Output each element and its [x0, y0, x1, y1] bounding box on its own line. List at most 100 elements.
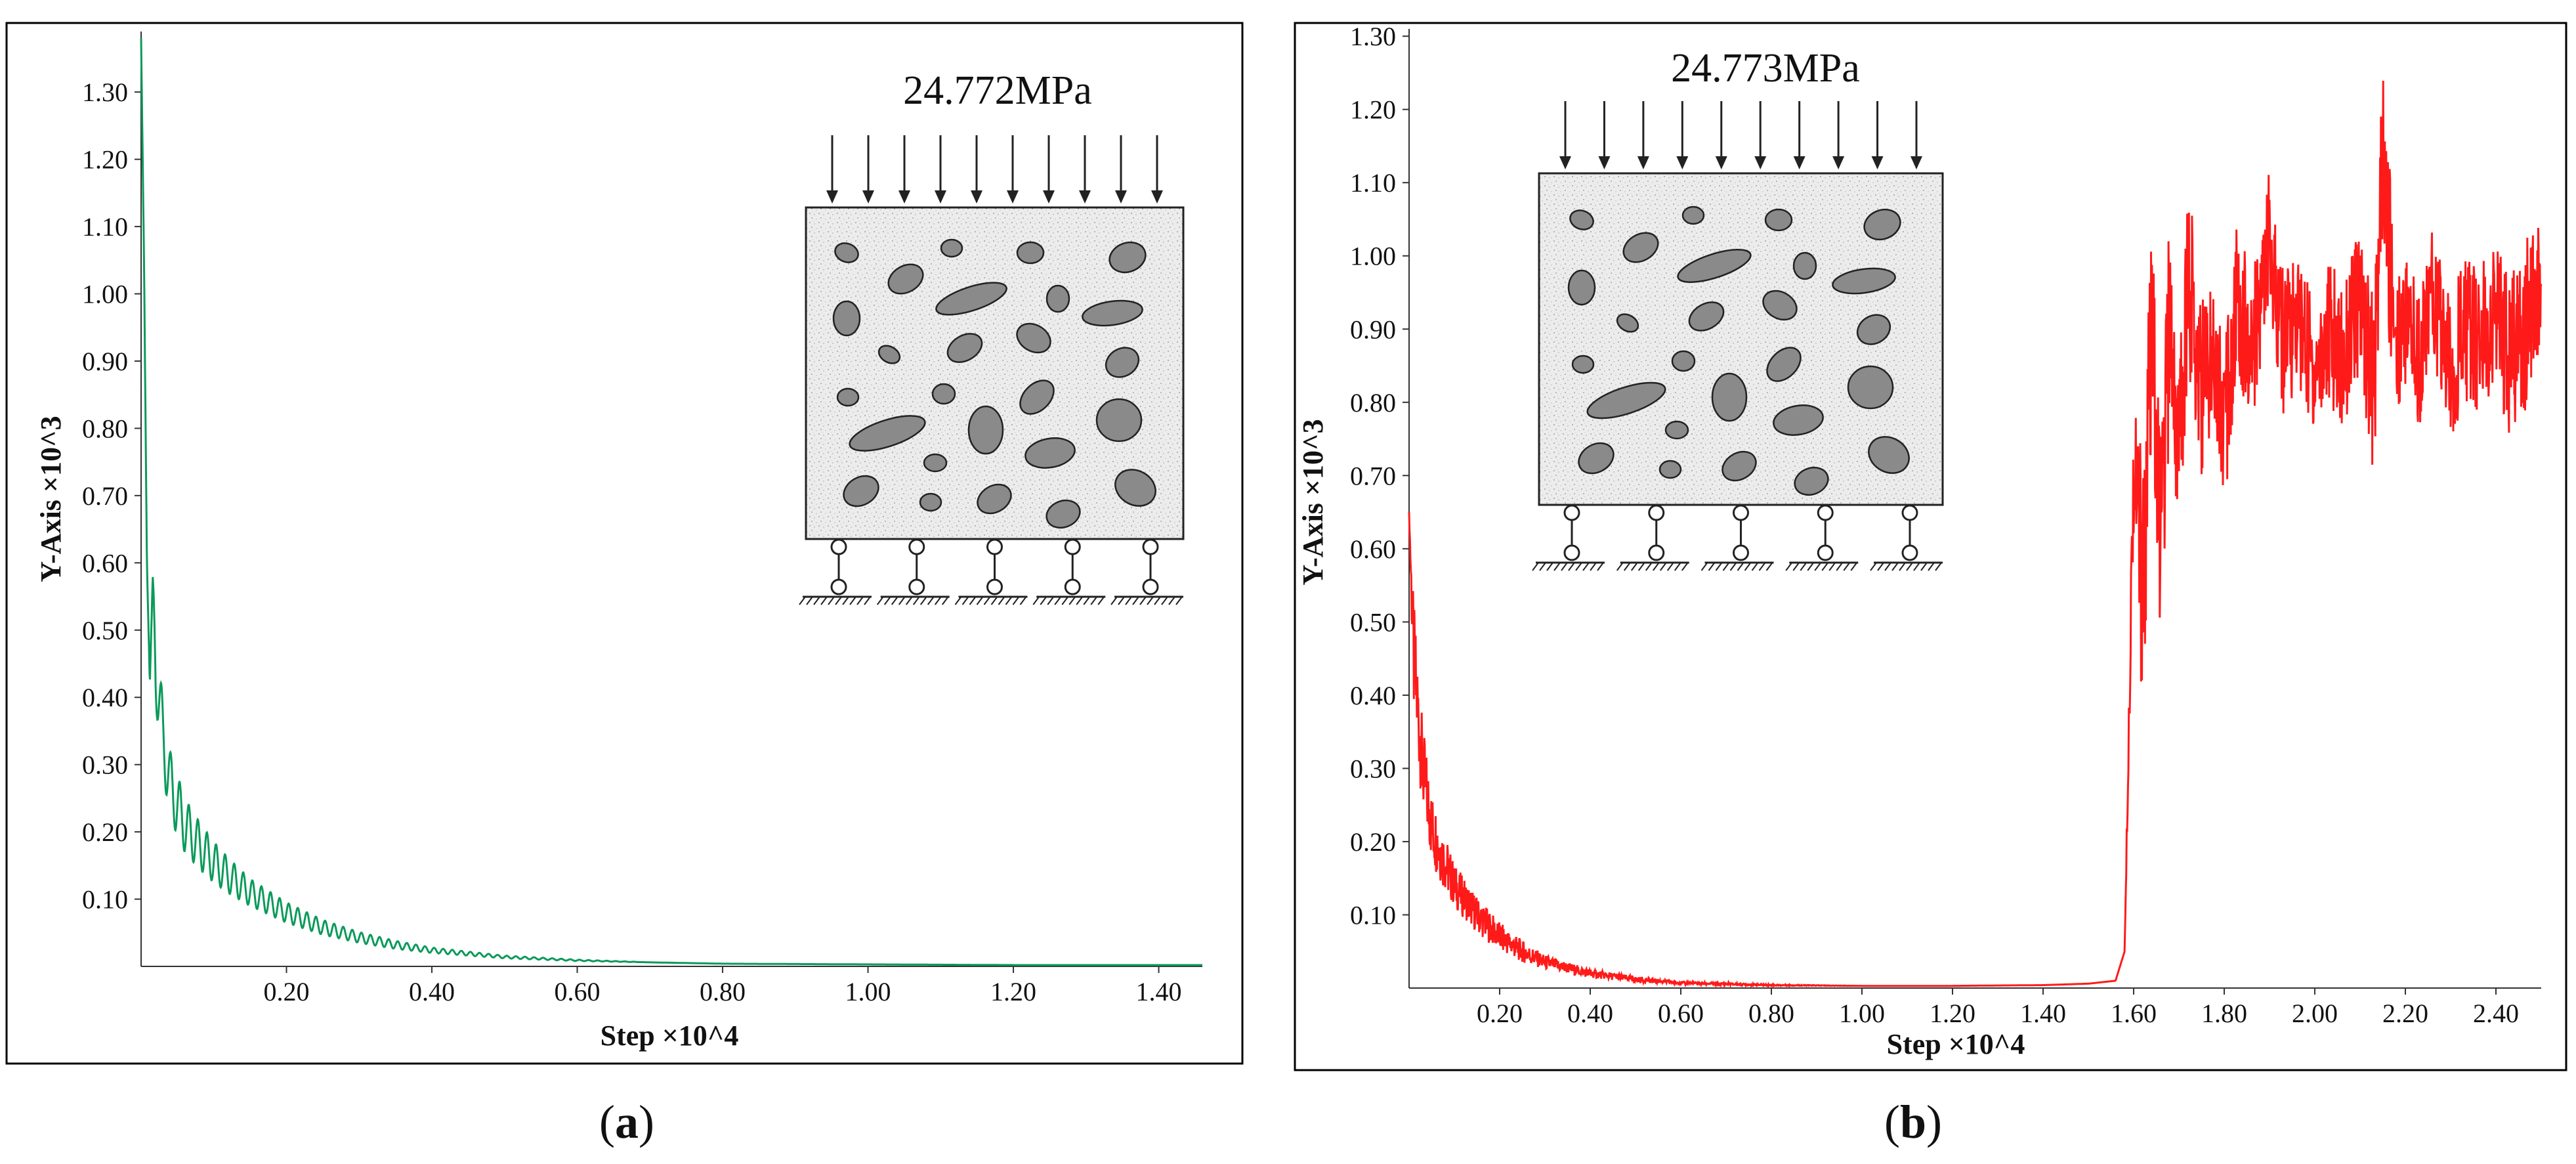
- ground-hatch: [891, 596, 898, 605]
- ground-hatch: [813, 596, 820, 605]
- ground-hatch: [1561, 562, 1568, 571]
- load-arrow-head-icon: [1832, 156, 1845, 169]
- support-roller-icon: [986, 538, 1003, 555]
- y-tick-label: 0.10: [1350, 900, 1396, 930]
- panel-a-y-ticks: 0.10 0.20 0.30 0.40 0.50 0.60 0.70 0.80 0.90 1.00…: [82, 77, 141, 915]
- ground-hatch: [806, 596, 813, 605]
- panel-b-load-arrows: [1559, 101, 1922, 169]
- panel-b-caption: (b): [1884, 1096, 1942, 1148]
- ground-hatch: [969, 596, 977, 605]
- support-roller-icon: [1648, 504, 1665, 521]
- y-tick-label: 0.40: [1350, 681, 1396, 710]
- ground-hatch: [1553, 562, 1561, 571]
- ground-hatch: [876, 596, 884, 605]
- ground-hatch: [1891, 562, 1899, 571]
- y-tick-label: 0.30: [1350, 754, 1396, 783]
- ground-hatch: [1005, 596, 1013, 605]
- ground-hatch: [998, 596, 1005, 605]
- ground-hatch: [1674, 562, 1681, 571]
- y-tick-label: 1.10: [1350, 168, 1396, 198]
- y-tick-label: 0.70: [82, 481, 128, 511]
- support-roller-icon: [1563, 544, 1580, 561]
- ground-hatch: [1899, 562, 1906, 571]
- support-roller-icon: [1817, 504, 1834, 521]
- y-tick-label: 0.10: [82, 885, 128, 915]
- x-tick-label: 1.60: [2111, 999, 2157, 1028]
- ground-hatch: [1828, 562, 1836, 571]
- support-roller-icon: [1733, 544, 1749, 561]
- x-tick-label: 0.20: [1477, 999, 1523, 1028]
- support-roller-icon: [1142, 538, 1159, 555]
- ground-hatch: [990, 596, 998, 605]
- support-roller-icon: [1563, 504, 1580, 521]
- x-tick-label: 0.80: [1748, 999, 1794, 1028]
- ground-hatch: [828, 596, 835, 605]
- ground-hatch: [1765, 562, 1773, 571]
- load-arrow-head-icon: [971, 190, 982, 204]
- ground-hatch: [1637, 562, 1645, 571]
- y-tick-label: 1.10: [82, 212, 128, 242]
- y-tick-label: 1.30: [1350, 22, 1396, 51]
- panel-a-ylabel: Y-Axis ×10^3: [35, 416, 67, 582]
- ground-hatch: [961, 596, 969, 605]
- panel-b-series-line: [1408, 80, 2543, 989]
- ground-hatch: [1040, 596, 1047, 605]
- ground-hatch: [883, 596, 891, 605]
- ground-hatch: [1132, 596, 1139, 605]
- ground-hatch: [864, 596, 871, 605]
- panel-a-pressure-label: 24.772MPa: [903, 68, 1092, 113]
- ground-hatch: [1097, 596, 1105, 605]
- panel-a-x-ticks: 0.20 0.40 0.60 0.80 1.00 1.20 1.40: [264, 966, 1182, 1006]
- load-arrow-head-icon: [1115, 190, 1127, 204]
- x-tick-label: 2.20: [2382, 999, 2428, 1028]
- ground-hatch: [1913, 562, 1920, 571]
- ground-hatch: [976, 596, 984, 605]
- panel-a-series-line: [140, 38, 1202, 966]
- y-tick-label: 0.60: [82, 548, 128, 578]
- ground-hatch: [1532, 562, 1539, 571]
- panel-a-supports: [799, 538, 1183, 605]
- load-arrow-head-icon: [826, 190, 838, 204]
- y-tick-label: 1.00: [1350, 242, 1396, 271]
- load-arrow-head-icon: [1598, 156, 1611, 169]
- ground-hatch: [1935, 562, 1942, 571]
- ground-hatch: [919, 596, 927, 605]
- ground-hatch: [1843, 562, 1851, 571]
- load-arrow-head-icon: [1793, 156, 1805, 169]
- load-arrow-head-icon: [1871, 156, 1884, 169]
- ground-hatch: [1877, 562, 1884, 571]
- support-roller-icon: [986, 578, 1003, 595]
- ground-hatch: [1012, 596, 1020, 605]
- x-tick-label: 0.60: [1658, 999, 1704, 1028]
- ground-hatch: [1068, 596, 1076, 605]
- ground-hatch: [1785, 562, 1793, 571]
- load-arrow-head-icon: [1007, 190, 1019, 204]
- load-arrow-head-icon: [1637, 156, 1649, 169]
- support-roller-icon: [1733, 504, 1749, 521]
- panel-b-pressure-label: 24.773MPa: [1671, 46, 1860, 91]
- ground-hatch: [1814, 562, 1822, 571]
- ground-hatch: [1744, 562, 1752, 571]
- y-tick-label: 0.50: [1350, 607, 1396, 637]
- x-tick-label: 0.60: [555, 977, 601, 1006]
- ground-hatch: [1623, 562, 1631, 571]
- ground-hatch: [1681, 562, 1689, 571]
- panel-a-aggregates: [832, 238, 1156, 529]
- load-arrow-head-icon: [898, 190, 910, 204]
- support-roller-icon: [1648, 544, 1665, 561]
- ground-hatch: [1870, 562, 1877, 571]
- ground-hatch: [1054, 596, 1062, 605]
- panel-a-frame: [5, 22, 1244, 1065]
- ground-hatch: [1737, 562, 1744, 571]
- panel-a-xlabel: Step ×10^4: [601, 1020, 739, 1052]
- ground-hatch: [1850, 562, 1858, 571]
- ground-hatch: [1645, 562, 1653, 571]
- ground-hatch: [799, 596, 806, 605]
- ground-hatch: [1708, 562, 1716, 571]
- ground-hatch: [835, 596, 842, 605]
- support-roller-icon: [1901, 504, 1918, 521]
- panel-b-xlabel: Step ×10^4: [1887, 1028, 2025, 1060]
- y-tick-label: 0.20: [1350, 827, 1396, 857]
- panel-a-inset: 24.772MPa: [799, 68, 1185, 605]
